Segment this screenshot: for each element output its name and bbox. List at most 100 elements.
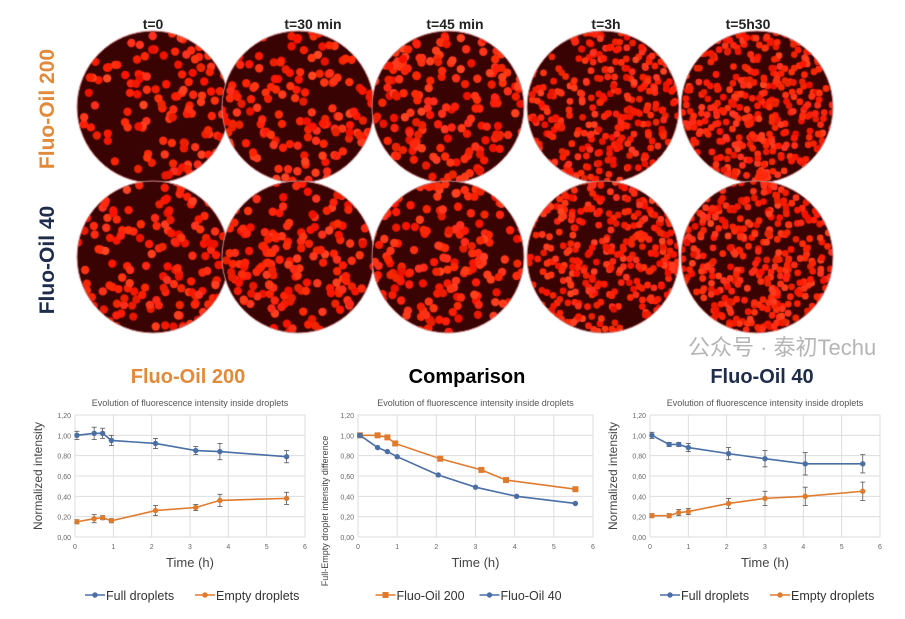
x-tick-label: 2: [434, 544, 438, 551]
droplet-image-row1-t3: [525, 179, 681, 335]
chart-heading-fluo-oil-40: Fluo-Oil 40: [710, 366, 814, 388]
data-point: [572, 500, 579, 507]
y-axis-label: Normalized intensity: [31, 422, 45, 530]
data-point: [394, 453, 400, 460]
droplet-image-row0-t3: [525, 29, 681, 185]
y-tick-label: 0,60: [340, 474, 354, 481]
droplet-image-row0-t0: [75, 29, 231, 185]
data-point: [860, 461, 866, 467]
data-point: [357, 432, 363, 439]
x-tick-label: 5: [265, 544, 269, 551]
data-point: [685, 508, 692, 515]
time-label-30min: t=30 min: [284, 16, 342, 32]
x-tick-label: 3: [763, 544, 767, 551]
y-tick-label: 0,00: [632, 535, 646, 542]
data-point: [676, 509, 682, 516]
x-tick-label: 4: [801, 544, 805, 551]
chart-title: Evolution of fluorescence intensity insi…: [667, 398, 864, 408]
series-line-empty-droplets: [651, 490, 863, 517]
data-point: [513, 493, 520, 500]
legend-marker: [202, 592, 208, 598]
data-point: [725, 500, 732, 507]
x-tick-label: 0: [356, 544, 360, 551]
x-tick-label: 3: [188, 544, 192, 551]
legend-label: Fluo-Oil 40: [501, 589, 562, 603]
x-tick-label: 0: [73, 544, 77, 551]
data-point: [860, 488, 866, 494]
legend-label: Full droplets: [681, 589, 749, 603]
data-point: [99, 514, 106, 521]
x-tick-label: 3: [474, 544, 478, 551]
data-point: [392, 440, 399, 447]
data-point: [802, 461, 808, 467]
droplet-image-row0-t4: [679, 29, 835, 185]
y-tick-label: 0,80: [632, 454, 646, 461]
data-point: [435, 472, 441, 478]
data-point: [676, 441, 682, 448]
watermark: 公众号 · 泰初Techu: [688, 335, 877, 360]
data-point: [685, 444, 692, 451]
data-point: [217, 497, 223, 504]
chart-heading-comparison: Comparison: [408, 366, 526, 388]
legend-marker: [667, 592, 673, 598]
series-line-full-droplets: [76, 432, 287, 458]
y-tick-label: 0,00: [340, 535, 354, 542]
data-point: [193, 447, 199, 454]
data-point: [217, 448, 223, 455]
legend-marker: [486, 592, 493, 598]
x-tick-label: 4: [513, 544, 517, 551]
x-tick-label: 1: [395, 544, 399, 551]
data-point: [472, 484, 479, 490]
droplet-image-row0-t1: [220, 29, 376, 185]
y-tick-label: 1,00: [632, 433, 646, 440]
x-tick-label: 6: [303, 544, 307, 551]
chart-title: Evolution of fluorescence intensity insi…: [377, 398, 574, 408]
data-point: [572, 486, 579, 493]
x-tick-label: 4: [226, 544, 230, 551]
droplet-image-row1-t2: [370, 179, 526, 335]
y-tick-label: 1,00: [57, 433, 71, 440]
x-tick-label: 2: [725, 544, 729, 551]
y-tick-label: 0,00: [57, 535, 71, 542]
data-point: [108, 518, 115, 524]
data-point: [478, 466, 485, 473]
y-axis-label: Full-Empty droplet intensity difference: [320, 436, 330, 586]
y-tick-label: 1,20: [57, 413, 71, 420]
y-tick-label: 1,00: [340, 433, 354, 440]
y-tick-label: 0,20: [340, 515, 354, 522]
data-point: [666, 441, 672, 448]
time-label-0: t=0: [142, 16, 164, 32]
data-point: [762, 456, 768, 462]
x-tick-label: 5: [840, 544, 844, 551]
legend-label: Empty droplets: [791, 589, 874, 603]
x-tick-label: 1: [686, 544, 690, 551]
time-label-45min: t=45 min: [426, 16, 484, 32]
legend-label: Full droplets: [106, 589, 174, 603]
droplet-image-row0-t2: [370, 29, 526, 185]
legend-label: Fluo-Oil 200: [397, 589, 465, 603]
x-tick-label: 2: [150, 544, 154, 551]
data-point: [74, 519, 80, 525]
droplet-image-row1-t4: [679, 179, 835, 335]
x-axis-label: Time (h): [452, 555, 500, 570]
y-tick-label: 0,60: [57, 474, 71, 481]
y-axis-label: Normalized intensity: [606, 422, 620, 530]
y-tick-label: 0,80: [340, 454, 354, 461]
data-point: [193, 504, 199, 511]
chart-title: Evolution of fluorescence intensity insi…: [92, 398, 289, 408]
y-tick-label: 1,20: [340, 413, 354, 420]
chart-heading-fluo-oil-200: Fluo-Oil 200: [130, 366, 246, 388]
x-tick-label: 1: [111, 544, 115, 551]
droplet-image-row1-t0: [75, 179, 231, 335]
data-point: [725, 450, 732, 457]
y-tick-label: 0,20: [632, 515, 646, 522]
y-tick-label: 0,40: [340, 494, 354, 501]
data-point: [99, 430, 106, 436]
x-tick-label: 6: [878, 544, 882, 551]
series-line-empty-droplets: [76, 497, 287, 523]
data-point: [283, 453, 290, 460]
data-point: [649, 432, 655, 439]
droplet-image-row1-t1: [220, 179, 376, 335]
